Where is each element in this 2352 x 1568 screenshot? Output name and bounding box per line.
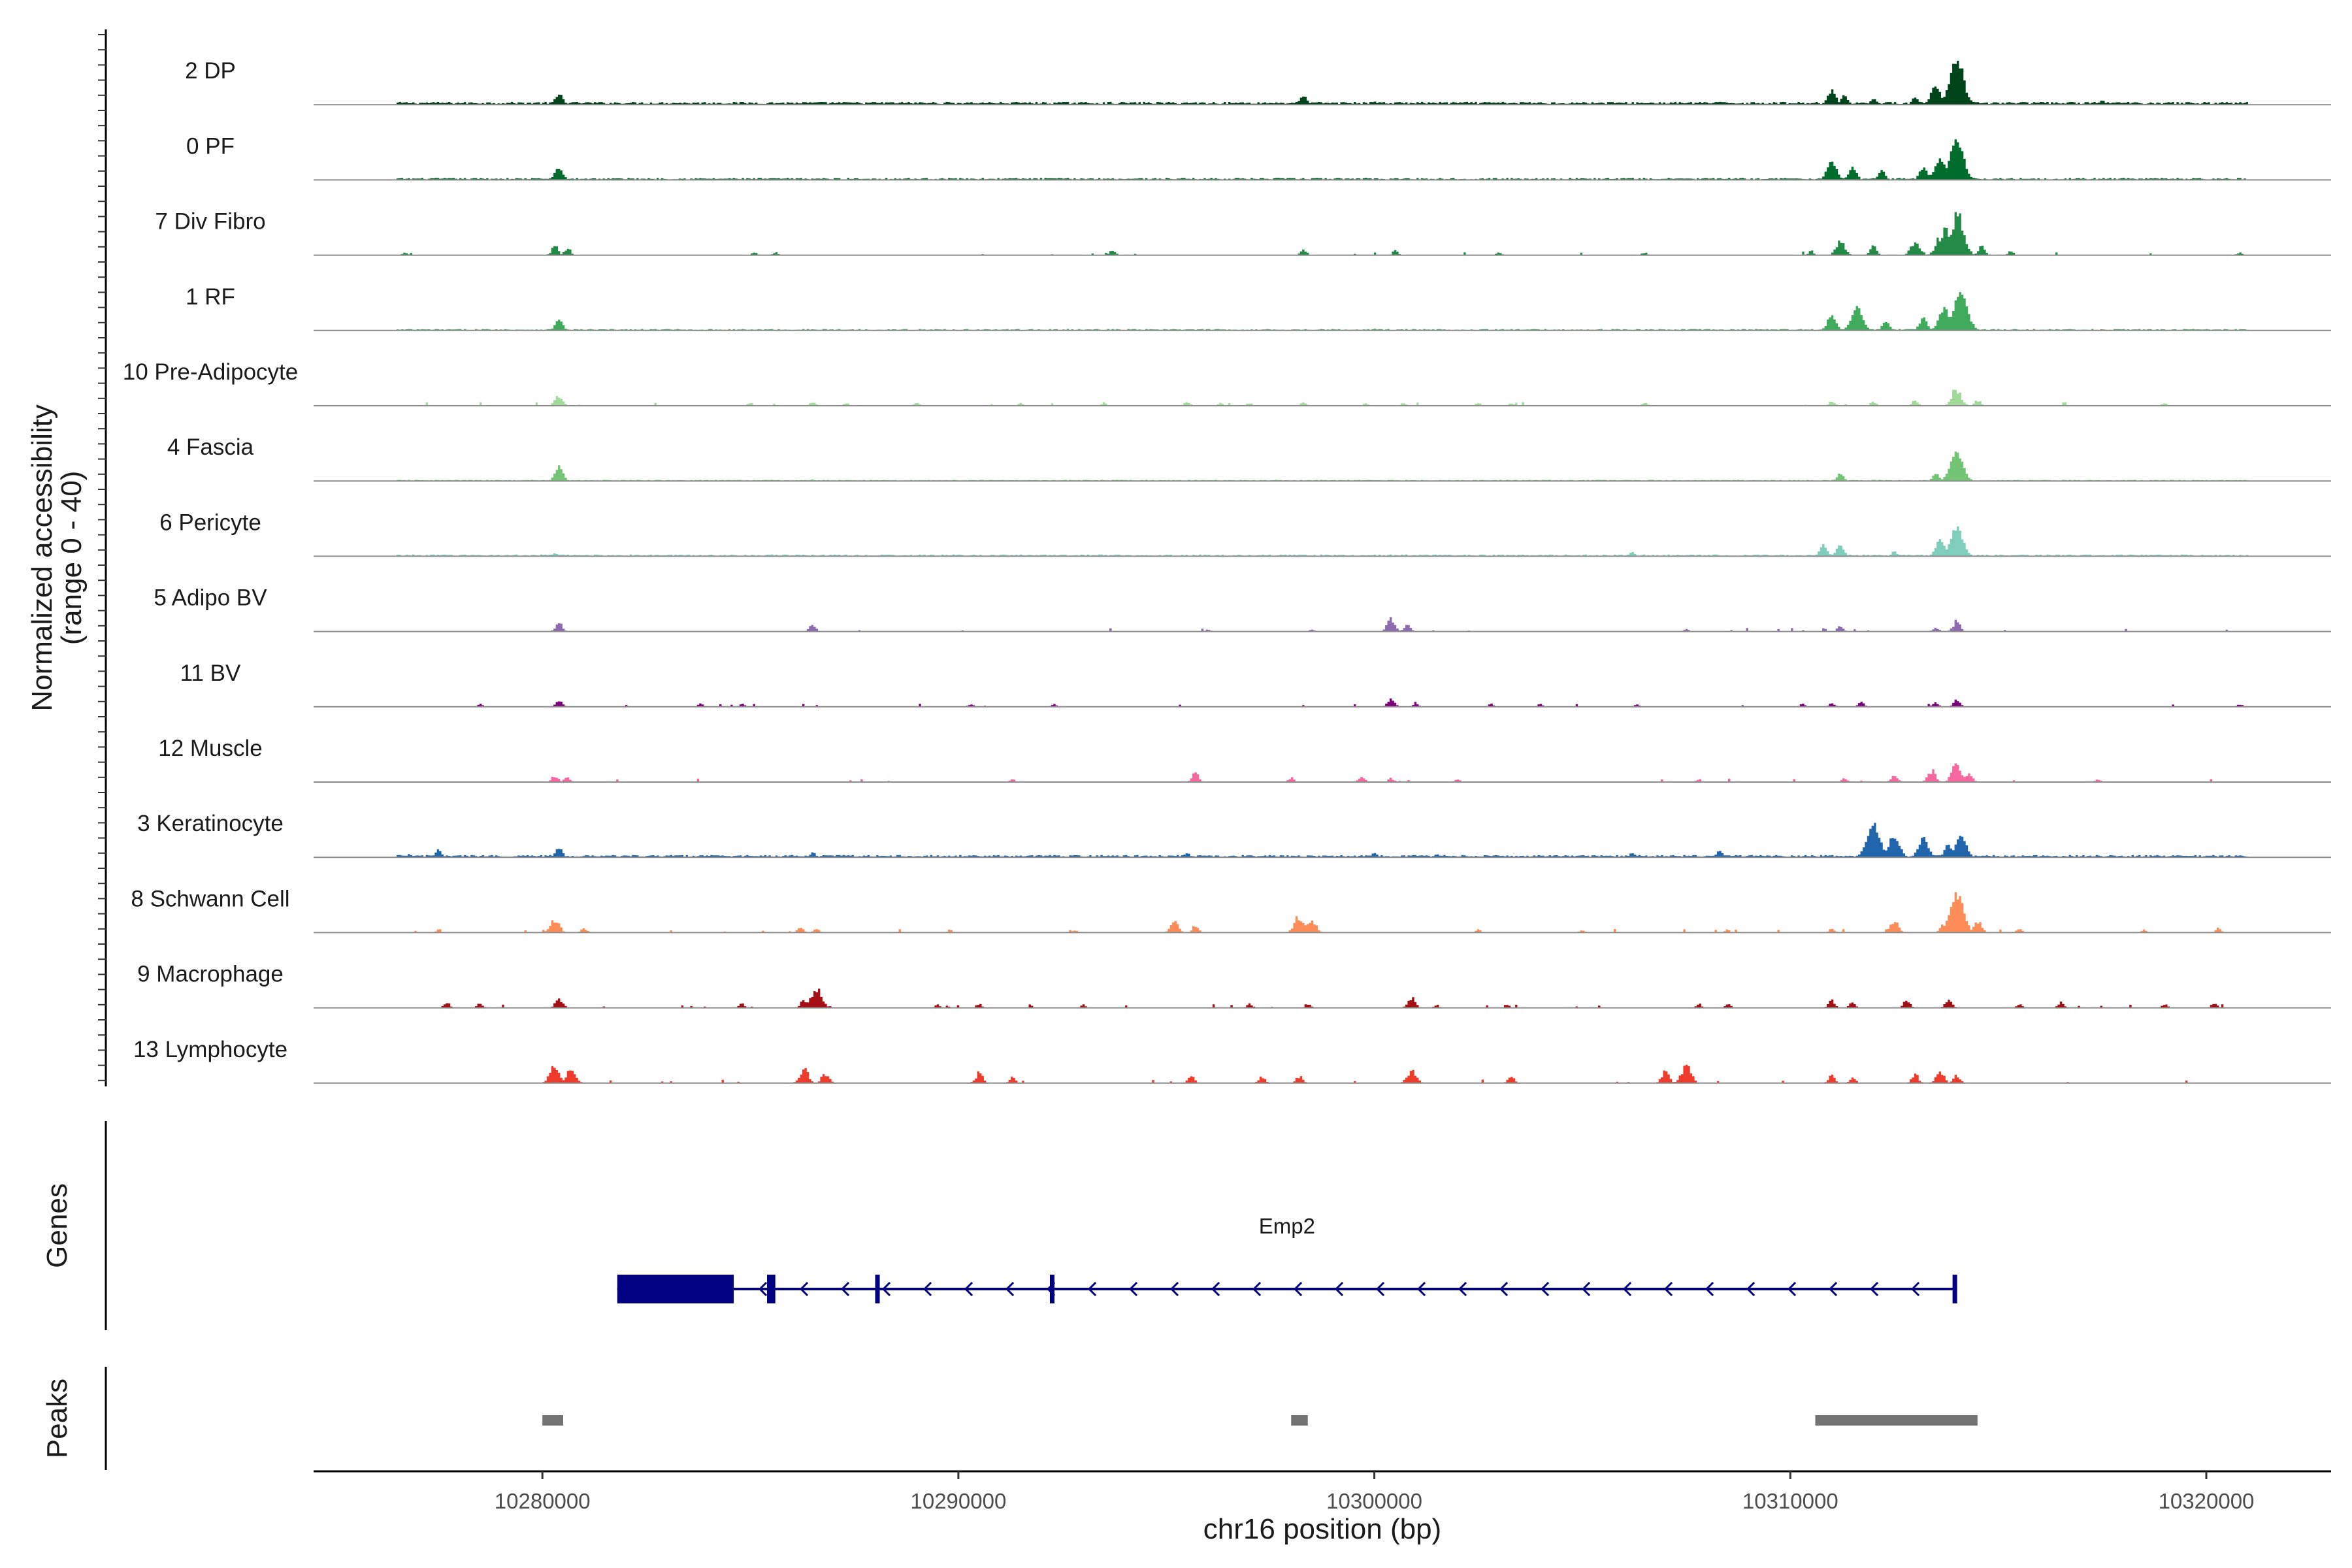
track-9-macrophage: 9 Macrophage — [137, 962, 2331, 1009]
track-3-keratinocyte: 3 Keratinocyte — [137, 811, 2331, 858]
gene-exon — [875, 1275, 880, 1303]
strand-arrow — [923, 1281, 932, 1297]
strand-arrow — [1663, 1281, 1673, 1297]
strand-arrow — [1252, 1281, 1262, 1297]
strand-arrow — [1128, 1281, 1138, 1297]
track-10-pre-adipocyte: 10 Pre-Adipocyte — [123, 359, 2331, 406]
gene-exon — [767, 1275, 776, 1303]
track-signal — [314, 451, 2331, 482]
strand-arrow — [1787, 1281, 1797, 1297]
peak-region — [542, 1415, 564, 1426]
track-signal — [314, 139, 2331, 180]
x-tick-label: 10300000 — [1326, 1489, 1422, 1513]
peaks-track-title: Peaks — [41, 1379, 73, 1458]
track-signal — [314, 763, 2331, 782]
strand-arrow — [1910, 1281, 1920, 1297]
y-axis-range: (range 0 - 40) — [56, 471, 88, 645]
track-signal — [314, 823, 2331, 858]
strand-arrow — [1746, 1281, 1756, 1297]
left-axis: Normalized accessibility(range 0 - 40) — [26, 29, 107, 1086]
track-label: 5 Adipo BV — [154, 585, 267, 611]
gene-track: Genes Emp2 — [41, 1121, 1957, 1330]
y-axis-title: Normalized accessibility — [26, 404, 58, 711]
track-signal — [314, 1064, 2331, 1083]
x-tick-label: 10310000 — [1742, 1489, 1838, 1513]
track-signal — [314, 526, 2331, 557]
x-tick-label: 10320000 — [2159, 1489, 2255, 1513]
track-label: 4 Fascia — [167, 434, 254, 460]
track-8-schwann-cell: 8 Schwann Cell — [131, 886, 2331, 934]
strand-arrow — [1458, 1281, 1467, 1297]
strand-arrow — [799, 1281, 809, 1297]
genes-track-title: Genes — [41, 1183, 73, 1268]
strand-arrow — [1869, 1281, 1879, 1297]
track-label: 1 RF — [186, 284, 235, 310]
track-4-fascia: 4 Fascia — [167, 434, 2331, 482]
strand-arrow — [1005, 1281, 1015, 1297]
track-7-div-fibro: 7 Div Fibro — [155, 209, 2331, 256]
strand-arrow — [1705, 1281, 1714, 1297]
peaks-track: Peaks — [41, 1367, 1978, 1470]
strand-arrow — [1334, 1281, 1344, 1297]
track-label: 12 Muscle — [158, 736, 263, 761]
track-label: 10 Pre-Adipocyte — [123, 359, 298, 385]
strand-arrow — [1046, 1281, 1056, 1297]
track-signal — [314, 61, 2331, 105]
peak-region — [1815, 1415, 1978, 1426]
gene-exon — [1952, 1275, 1957, 1303]
x-axis-title: chr16 position (bp) — [1203, 1513, 1441, 1545]
strand-arrow — [1416, 1281, 1426, 1297]
track-label: 8 Schwann Cell — [131, 886, 289, 911]
track-5-adipo-bv: 5 Adipo BV — [154, 585, 2331, 632]
track-signal — [314, 698, 2331, 707]
track-label: 6 Pericyte — [159, 510, 261, 535]
gene-exon — [1049, 1275, 1054, 1303]
strand-arrow — [1375, 1281, 1385, 1297]
strand-arrow — [1622, 1281, 1632, 1297]
track-6-pericyte: 6 Pericyte — [159, 510, 2331, 557]
track-signal — [314, 617, 2331, 632]
strand-arrow — [964, 1281, 973, 1297]
track-signal — [314, 892, 2331, 933]
x-axis: 10280000 10290000 10300000 10310000 10320000… — [314, 1470, 2331, 1545]
strand-arrow — [1499, 1281, 1509, 1297]
strand-arrow — [840, 1281, 850, 1297]
strand-arrow — [758, 1281, 768, 1297]
strand-arrow — [1540, 1281, 1550, 1297]
track-12-muscle: 12 Muscle — [158, 736, 2331, 783]
track-signal — [314, 389, 2331, 406]
track-2-dp: 2 DP — [185, 58, 2331, 106]
track-label: 13 Lymphocyte — [133, 1037, 287, 1062]
strand-arrow — [881, 1281, 891, 1297]
strand-arrow — [1293, 1281, 1303, 1297]
gene-utr-block — [617, 1275, 734, 1303]
track-signal — [314, 212, 2331, 255]
track-signal — [314, 988, 2331, 1008]
coverage-tracks: 2 DP 0 PF 7 Div Fibro 1 RF 10 Pre-Adipocyte 4… — [123, 58, 2331, 1084]
track-label: 11 BV — [180, 661, 241, 686]
strand-arrow — [1169, 1281, 1179, 1297]
track-1-rf: 1 RF — [186, 284, 2331, 331]
track-label: 3 Keratinocyte — [137, 811, 284, 836]
strand-arrow — [1828, 1281, 1838, 1297]
strand-arrow — [1581, 1281, 1591, 1297]
peak-region — [1291, 1415, 1308, 1426]
track-label: 7 Div Fibro — [155, 209, 265, 235]
x-tick-label: 10290000 — [910, 1489, 1006, 1513]
strand-arrow — [1087, 1281, 1097, 1297]
track-label: 9 Macrophage — [137, 962, 284, 987]
track-signal — [314, 292, 2331, 331]
gene-emp2: Emp2 — [617, 1214, 1957, 1303]
gene-name-label: Emp2 — [1259, 1214, 1315, 1238]
strand-arrow — [1211, 1281, 1220, 1297]
track-13-lymphocyte: 13 Lymphocyte — [133, 1037, 2331, 1084]
track-0-pf: 0 PF — [186, 133, 2331, 181]
track-11-bv: 11 BV — [180, 661, 2331, 708]
x-tick-label: 10280000 — [495, 1489, 591, 1513]
track-label: 2 DP — [185, 58, 236, 84]
track-label: 0 PF — [186, 133, 235, 159]
